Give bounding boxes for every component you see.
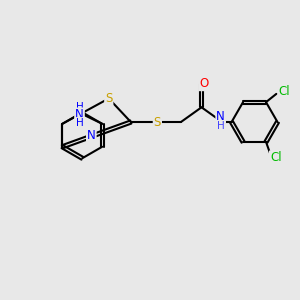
Text: Cl: Cl [279,85,290,98]
Text: N: N [216,110,225,123]
Text: H: H [76,118,83,128]
Text: N: N [87,129,96,142]
Text: N: N [75,109,84,122]
Text: H: H [217,122,224,131]
Text: S: S [154,116,161,128]
Text: O: O [199,77,208,90]
Text: Cl: Cl [270,151,281,164]
Text: H: H [76,102,83,112]
Text: S: S [105,92,112,105]
